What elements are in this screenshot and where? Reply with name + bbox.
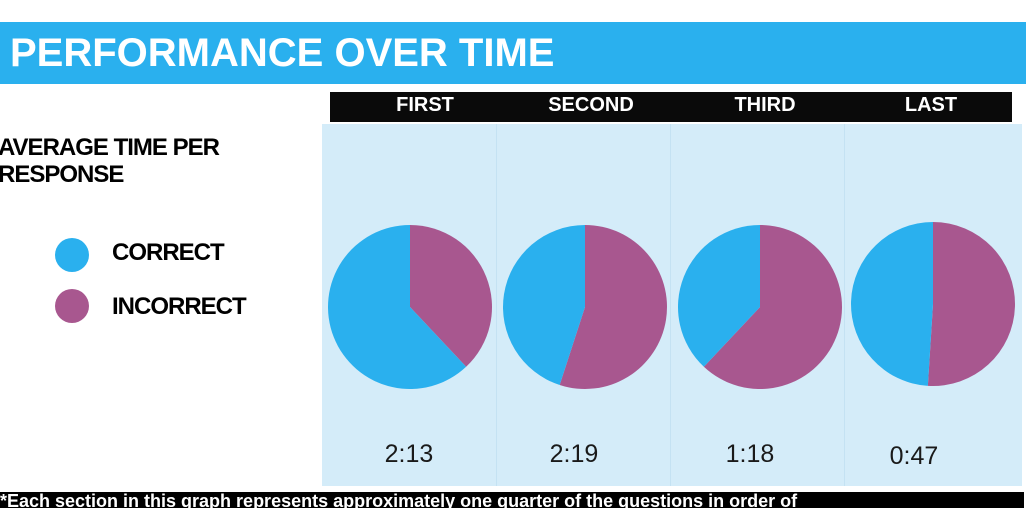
time-label-third: 1:18 bbox=[725, 440, 775, 468]
column-header-last: LAST bbox=[904, 94, 958, 116]
pie-slice-incorrect-first bbox=[410, 225, 493, 367]
footnote-bar: *Each section in this graph represents a… bbox=[0, 492, 1024, 508]
time-label-first: 2:13 bbox=[384, 440, 434, 468]
panel-divider bbox=[844, 124, 845, 486]
panel-divider bbox=[496, 124, 497, 486]
y-axis-label: AVERAGE TIME PER RESPONSE bbox=[0, 134, 220, 188]
legend-swatch-incorrect bbox=[55, 289, 89, 323]
pie-slice-correct-third bbox=[678, 224, 760, 367]
column-header-second: SECOND bbox=[548, 94, 634, 116]
column-header-third: THIRD bbox=[734, 94, 796, 116]
footnote-text: *Each section in this graph represents a… bbox=[0, 492, 798, 508]
panel-divider bbox=[670, 124, 671, 486]
title-bar: PERFORMANCE OVER TIME bbox=[0, 22, 1026, 84]
pie-slice-correct-first bbox=[328, 224, 467, 389]
column-header-first: FIRST bbox=[396, 94, 454, 116]
pie-slice-incorrect-second bbox=[559, 225, 668, 390]
time-label-last: 0:47 bbox=[889, 442, 939, 470]
pie-slice-incorrect-last bbox=[927, 222, 1015, 386]
time-label-second: 2:19 bbox=[549, 440, 599, 468]
legend-label-correct: CORRECT bbox=[112, 239, 225, 266]
pie-slice-correct-last bbox=[850, 221, 933, 386]
column-header-bar: FIRST SECOND THIRD LAST bbox=[330, 92, 1012, 122]
pie-slice-incorrect-third bbox=[703, 225, 842, 389]
pie-slice-correct-second bbox=[503, 225, 585, 385]
legend-label-incorrect: INCORRECT bbox=[112, 293, 247, 320]
chart-title: PERFORMANCE OVER TIME bbox=[10, 31, 555, 75]
legend-swatch-correct bbox=[55, 238, 89, 272]
